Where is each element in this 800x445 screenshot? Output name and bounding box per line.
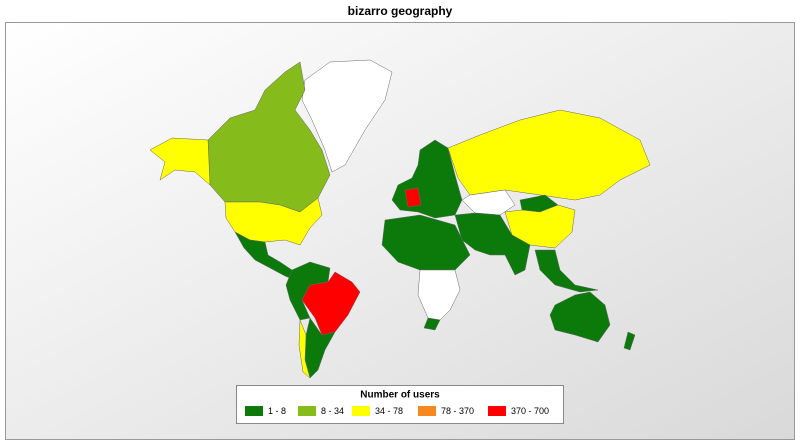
legend-label: 78 - 370 (441, 406, 474, 416)
country (423, 317, 441, 331)
legend-label: 34 - 78 (375, 406, 403, 416)
legend-label: 8 - 34 (321, 406, 344, 416)
country (549, 291, 611, 343)
legend-swatch (352, 406, 370, 416)
country (454, 212, 531, 276)
legend-swatch (298, 406, 316, 416)
legend-swatch (245, 406, 263, 416)
legend-box (236, 385, 564, 424)
map-title: bizarro geography (348, 4, 453, 18)
country (301, 271, 361, 336)
country (298, 319, 311, 379)
map (149, 59, 651, 379)
country (417, 269, 461, 321)
legend-label: 1 - 8 (268, 406, 286, 416)
country (623, 331, 636, 351)
legend-swatch (488, 406, 506, 416)
legend-title: Number of users (360, 390, 440, 401)
legend-swatch (418, 406, 436, 416)
country (301, 59, 393, 173)
legend: Number of users 1 - 8 8 - 34 34 - 78 78 - 3… (236, 385, 564, 424)
legend-label: 370 - 700 (511, 406, 549, 416)
country (404, 187, 422, 208)
country (534, 249, 599, 293)
country (149, 137, 211, 186)
